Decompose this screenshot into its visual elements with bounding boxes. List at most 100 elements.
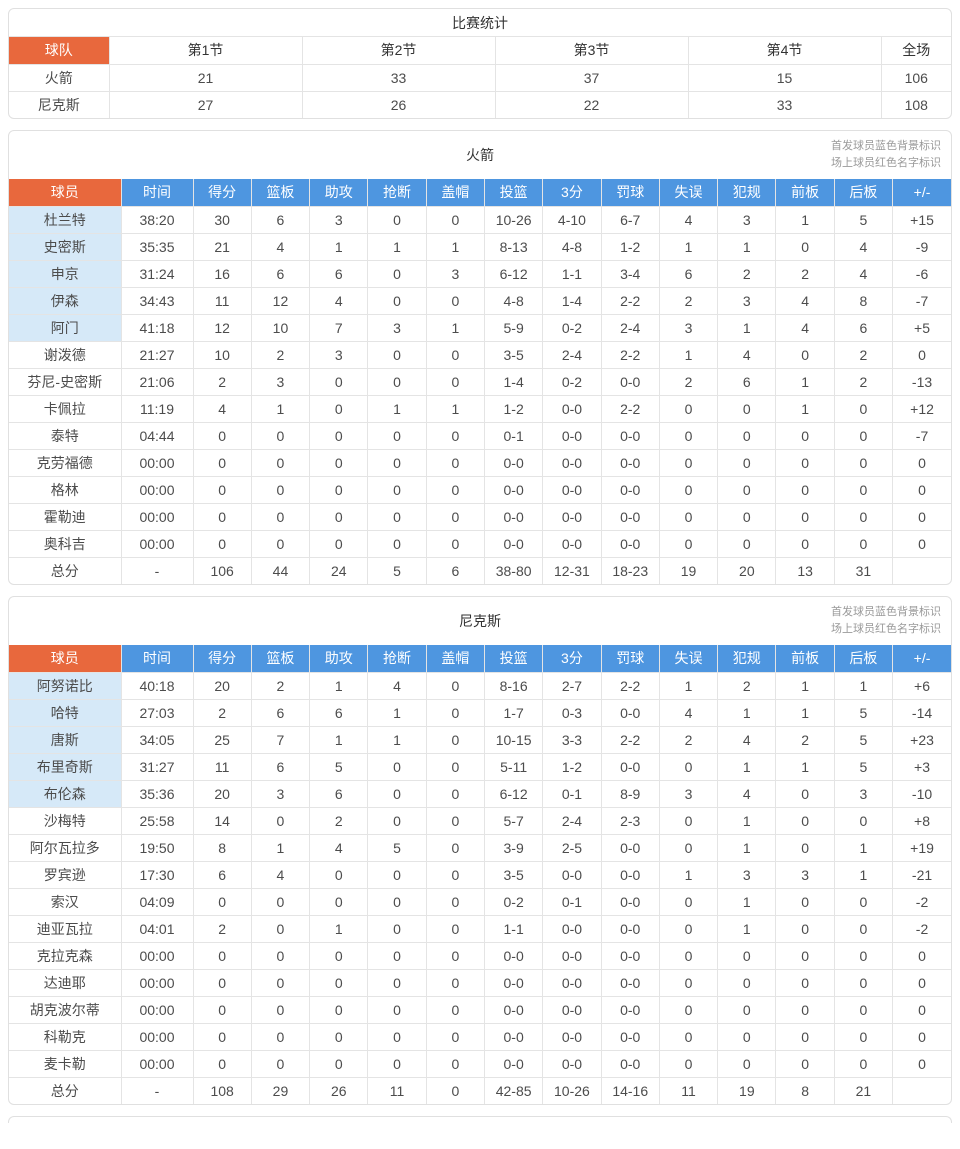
stat-cell: 0 (192, 1049, 252, 1078)
stat-cell: 0-0 (600, 1049, 660, 1078)
stat-cell: 8-9 (600, 779, 660, 808)
stat-cell: 0 (717, 502, 777, 531)
stat-cell: 8-16 (483, 671, 544, 700)
stat-cell: 0 (833, 995, 894, 1024)
stat-cell: 6 (658, 259, 719, 288)
player-column-header: 球员 (9, 178, 122, 207)
stat-cell: 1 (717, 232, 777, 261)
stat-cell: 0 (192, 529, 252, 558)
stat-cell: 0 (717, 1022, 777, 1051)
stat-cell: 0 (775, 448, 835, 477)
stat-cell: 6 (833, 313, 894, 342)
stat-cell: 7 (250, 725, 311, 754)
stat-cell: 3-3 (542, 725, 602, 754)
total-cell (892, 1076, 951, 1104)
stat-cell: 0 (892, 502, 951, 531)
stat-cell: 0 (775, 340, 835, 369)
stat-cell: 3 (309, 205, 369, 234)
stat-column-header: 投篮 (483, 178, 544, 207)
stat-cell: 0 (892, 941, 951, 970)
score-cell: 15 (687, 63, 882, 92)
stat-cell: 0 (775, 232, 835, 261)
player-row: 杜兰特 38:20 30 6 3 0 0 10-26 4-10 6-7 4 3 1 5 +15 (9, 205, 951, 234)
player-row: 哈特 27:03 2 6 6 1 0 1-7 0-3 0-0 4 1 1 5 -14 (9, 698, 951, 727)
stat-cell: 2-2 (600, 725, 660, 754)
stat-cell: -10 (892, 779, 951, 808)
stat-cell: 00:00 (120, 941, 194, 970)
stat-cell: 1-7 (483, 698, 544, 727)
stat-cell: 16 (192, 259, 252, 288)
stat-cell: 17:30 (120, 860, 194, 889)
stat-cell: 2 (658, 286, 719, 315)
stat-cell: 8 (833, 286, 894, 315)
stat-cell: 0-0 (600, 941, 660, 970)
player-name-cell: 格林 (9, 475, 122, 504)
stat-cell: 1 (775, 752, 835, 781)
stat-cell: 0 (833, 887, 894, 916)
stat-column-header: 失误 (658, 178, 719, 207)
stat-cell: 0 (425, 475, 485, 504)
stat-cell: 3 (717, 205, 777, 234)
player-name-cell: 胡克波尔蒂 (9, 995, 122, 1024)
stat-cell: 4 (250, 860, 311, 889)
stat-cell: 4-10 (542, 205, 602, 234)
stat-cell: 6-7 (600, 205, 660, 234)
rockets-stats-table: 球员 时间 得分 篮板 助攻 抢断 盖帽 投篮 3分 罚球 失误 犯规 前板 后板 +/- 杜兰特 38:20… (9, 178, 951, 584)
stats-header-row: 球员 时间 得分 篮板 助攻 抢断 盖帽 投篮 3分 罚球 失误 犯规 前板 后板 +/- (9, 178, 951, 207)
player-name-cell: 克拉克森 (9, 941, 122, 970)
stat-cell: 0 (658, 529, 719, 558)
stat-cell: 1 (717, 806, 777, 835)
total-cell: 106 (192, 556, 252, 584)
stat-cell: 0 (367, 860, 427, 889)
period-column-header: 第3节 (494, 36, 689, 65)
stat-cell: 0-0 (600, 968, 660, 997)
stat-column-header: 犯规 (717, 644, 777, 673)
legend-line-starter: 首发球员蓝色背景标识 (831, 140, 941, 152)
stat-cell: 0 (833, 394, 894, 423)
stat-cell: 2-4 (600, 313, 660, 342)
stat-cell: 0-2 (542, 367, 602, 396)
stat-cell: 0 (309, 968, 369, 997)
stat-cell: 0 (775, 475, 835, 504)
stat-cell: 0 (833, 475, 894, 504)
stat-cell: 1-2 (483, 394, 544, 423)
stat-cell: 0 (833, 1022, 894, 1051)
stat-cell: 5 (367, 833, 427, 862)
stat-cell: 0-0 (600, 752, 660, 781)
stat-cell: 0 (192, 1022, 252, 1051)
stats-header-row: 球员 时间 得分 篮板 助攻 抢断 盖帽 投篮 3分 罚球 失误 犯规 前板 后板 +/- (9, 644, 951, 673)
player-name-cell: 布伦森 (9, 779, 122, 808)
stat-cell: 34:43 (120, 286, 194, 315)
stat-cell: 41:18 (120, 313, 194, 342)
stat-column-header: 盖帽 (425, 644, 485, 673)
total-cell: 24 (309, 556, 369, 584)
stat-cell: 0 (425, 205, 485, 234)
player-name-cell: 克劳福德 (9, 448, 122, 477)
stat-cell: 00:00 (120, 529, 194, 558)
stat-cell: 2 (250, 671, 311, 700)
stat-cell: 3-5 (483, 340, 544, 369)
player-name-cell: 沙梅特 (9, 806, 122, 835)
stat-cell: 0-0 (542, 914, 602, 943)
stat-cell: 1 (367, 394, 427, 423)
total-cell: 5 (367, 556, 427, 584)
stat-cell: 0-0 (483, 502, 544, 531)
stat-cell: 0 (367, 340, 427, 369)
stat-cell: 0-0 (600, 502, 660, 531)
stat-cell: 1-1 (483, 914, 544, 943)
stat-cell: 0 (833, 421, 894, 450)
stat-cell: 0-0 (600, 995, 660, 1024)
stat-column-header: 助攻 (309, 178, 369, 207)
stat-cell: 4-8 (542, 232, 602, 261)
stat-cell: 1 (309, 671, 369, 700)
stat-column-header: 得分 (192, 178, 252, 207)
stat-cell: 4 (309, 833, 369, 862)
stat-cell: 0-0 (542, 941, 602, 970)
stat-cell: 1 (367, 232, 427, 261)
player-name-cell: 唐斯 (9, 725, 122, 754)
stat-cell: 0 (309, 941, 369, 970)
score-row: 火箭 21 33 37 15 106 (9, 63, 951, 92)
total-cell: - (120, 556, 194, 584)
stat-cell: 0 (833, 529, 894, 558)
player-name-cell: 阿尔瓦拉多 (9, 833, 122, 862)
